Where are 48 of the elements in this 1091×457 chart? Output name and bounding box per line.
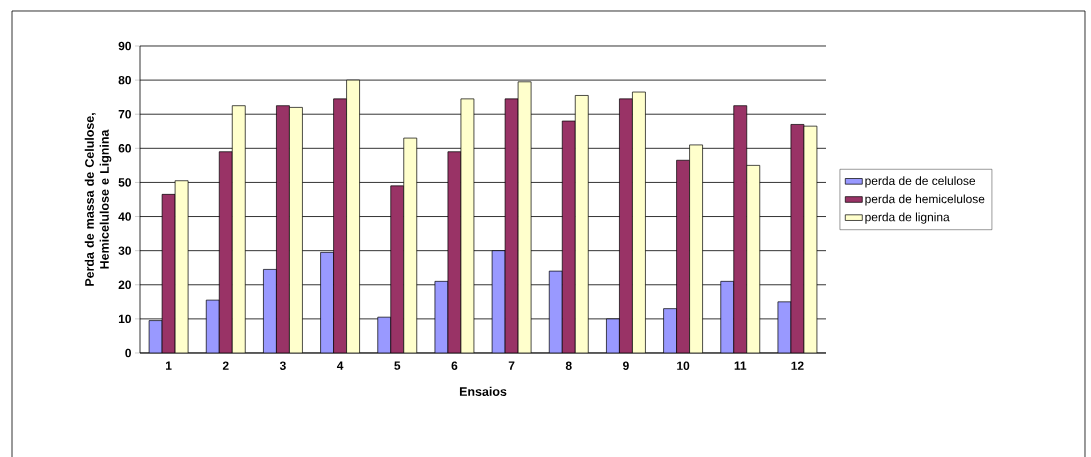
x-tick-label: 3 — [279, 361, 286, 370]
bar — [346, 79, 360, 353]
legend-label: perda de de celulose — [865, 176, 976, 188]
y-tick-label: 50 — [118, 178, 131, 187]
bar — [676, 159, 690, 353]
bar — [218, 151, 233, 353]
x-axis-title: Ensaios — [459, 386, 507, 396]
bar — [574, 95, 589, 353]
bar — [632, 91, 646, 353]
bar — [276, 105, 290, 353]
bar — [663, 308, 677, 353]
x-tick-label: 2 — [222, 361, 229, 370]
y-tick-label: 30 — [118, 246, 131, 255]
bar — [289, 107, 303, 353]
x-tick-label: 12 — [791, 361, 804, 370]
x-tick-label: 1 — [166, 361, 172, 370]
y-tick-label: 90 — [118, 41, 131, 51]
bar — [403, 137, 418, 353]
y-tick-label: 40 — [118, 212, 131, 221]
y-tick-label: 0 — [125, 348, 131, 358]
bar — [548, 270, 563, 353]
bar — [689, 144, 703, 353]
y-tick-label: 10 — [118, 314, 131, 324]
x-tick-label: 10 — [677, 361, 690, 370]
y-tick-label: 60 — [118, 144, 131, 153]
bar — [733, 105, 748, 353]
bar — [561, 120, 576, 353]
x-tick-label: 4 — [336, 361, 344, 370]
x-tick-label: 6 — [451, 361, 458, 370]
bar — [333, 98, 347, 353]
bar — [390, 185, 405, 353]
y-axis-title: Perda de massa de Celulose, Hemicelulose e Lignina — [84, 113, 112, 286]
bar — [320, 252, 334, 353]
y-tick-label: 20 — [118, 280, 131, 289]
legend-label: perda de lignina — [865, 212, 950, 224]
legend-label: perda de hemicelulose — [865, 194, 985, 206]
x-tick-label: 8 — [565, 361, 572, 370]
bar — [619, 98, 633, 353]
bar — [263, 269, 277, 353]
x-tick-label: 9 — [623, 361, 629, 370]
y-tick-label: 70 — [118, 109, 131, 119]
bar — [720, 281, 735, 353]
x-tick-label: 7 — [508, 361, 515, 370]
x-tick-label: 5 — [394, 361, 401, 370]
bar — [746, 165, 761, 353]
y-tick-label: 80 — [118, 75, 131, 85]
bar — [231, 105, 246, 353]
x-tick-label: 11 — [734, 361, 747, 370]
